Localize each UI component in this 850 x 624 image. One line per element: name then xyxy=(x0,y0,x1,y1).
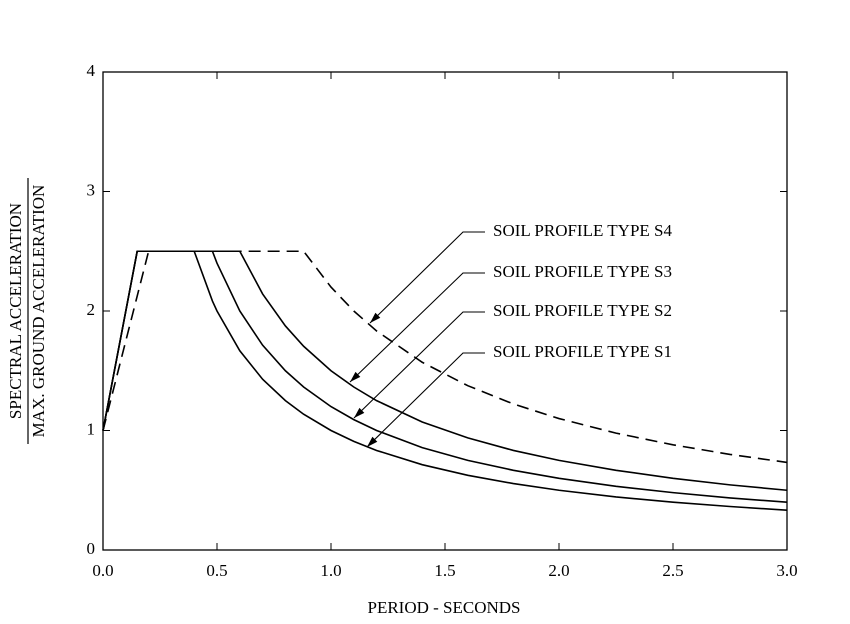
arrow-head xyxy=(370,312,381,323)
legend-label: SOIL PROFILE TYPE S4 xyxy=(493,221,672,240)
x-tick-label: 0.5 xyxy=(206,561,227,580)
legend-label: SOIL PROFILE TYPE S3 xyxy=(493,262,672,281)
callout-arrow xyxy=(349,272,485,383)
y-label-denominator: MAX. GROUND ACCELERATION xyxy=(29,185,48,438)
arrow-head xyxy=(367,436,378,447)
arrow-head xyxy=(350,371,361,382)
y-tick-label: 2 xyxy=(87,300,96,319)
series-line xyxy=(102,250,788,503)
x-tick-label: 1.5 xyxy=(434,561,455,580)
x-tick-label: 3.0 xyxy=(776,561,797,580)
legend-label: SOIL PROFILE TYPE S2 xyxy=(493,301,672,320)
callout-arrow xyxy=(369,231,485,324)
series-line xyxy=(102,250,788,512)
callout-arrow xyxy=(353,311,485,419)
y-tick-label: 0 xyxy=(87,539,96,558)
y-axis-label: SPECTRAL ACCELERATION MAX. GROUND ACCELE… xyxy=(6,178,48,444)
callout-arrow xyxy=(366,352,485,448)
y-label-numerator: SPECTRAL ACCELERATION xyxy=(6,203,25,419)
y-tick-label: 4 xyxy=(87,61,96,80)
x-axis-label: PERIOD - SECONDS xyxy=(367,598,520,617)
x-tick-label: 2.0 xyxy=(548,561,569,580)
plot-frame xyxy=(102,71,788,551)
x-tick-label: 2.5 xyxy=(662,561,683,580)
arrow-head xyxy=(354,407,365,418)
y-tick-label: 1 xyxy=(87,419,96,438)
y-tick-label: 3 xyxy=(87,180,96,199)
x-tick-label: 0.0 xyxy=(92,561,113,580)
x-tick-label: 1.0 xyxy=(320,561,341,580)
legend-label: SOIL PROFILE TYPE S1 xyxy=(493,342,672,361)
